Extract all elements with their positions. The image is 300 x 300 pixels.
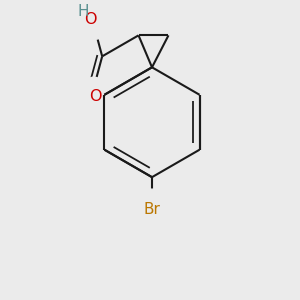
Text: Br: Br bbox=[144, 202, 160, 217]
Text: O: O bbox=[85, 12, 97, 27]
Circle shape bbox=[84, 77, 104, 97]
Circle shape bbox=[142, 189, 162, 209]
Text: H: H bbox=[77, 4, 89, 19]
Circle shape bbox=[85, 19, 105, 39]
Text: O: O bbox=[89, 89, 101, 104]
